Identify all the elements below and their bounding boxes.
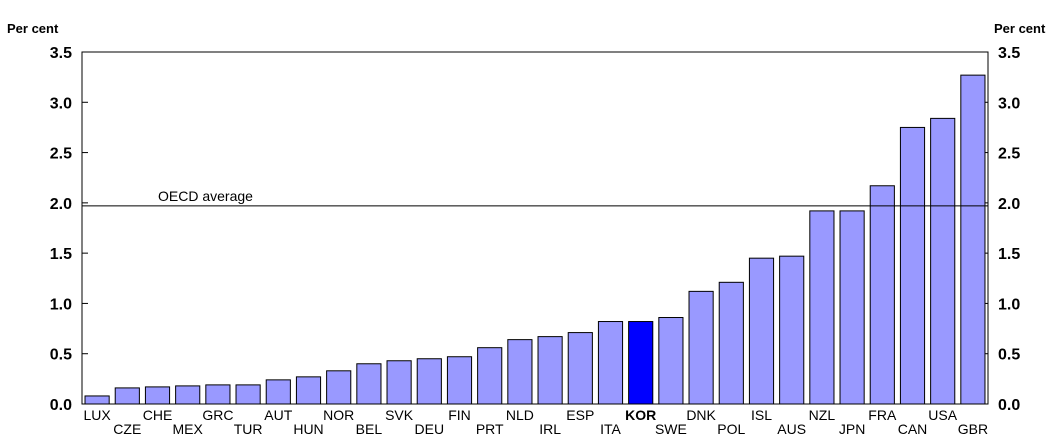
left-tick-label: 1.5 bbox=[50, 246, 72, 263]
right-tick-label: 3.0 bbox=[998, 95, 1020, 112]
bar-isl bbox=[748, 257, 775, 405]
category-label-tur: TUR bbox=[234, 421, 263, 437]
category-label-bel: BEL bbox=[356, 421, 383, 437]
bar-can bbox=[899, 126, 926, 405]
right-tick-label: 1.0 bbox=[998, 296, 1020, 313]
category-label-swe: SWE bbox=[655, 421, 687, 437]
bar-tur bbox=[235, 384, 261, 405]
category-label-deu: DEU bbox=[415, 421, 445, 437]
category-label-jpn: JPN bbox=[839, 421, 865, 437]
bar-swe bbox=[658, 317, 684, 405]
category-label-svk: SVK bbox=[385, 407, 414, 423]
bars bbox=[84, 74, 986, 405]
bar-cze bbox=[114, 387, 140, 405]
bar-hun bbox=[295, 376, 322, 405]
category-label-ita: ITA bbox=[600, 421, 621, 437]
right-tick-label: 0.0 bbox=[998, 397, 1020, 414]
category-label-pol: POL bbox=[717, 421, 745, 437]
bar-mex bbox=[175, 385, 201, 405]
category-label-usa: USA bbox=[928, 407, 957, 423]
category-label-aut: AUT bbox=[264, 407, 292, 423]
bar-gbr bbox=[960, 74, 986, 405]
bar-bel bbox=[356, 363, 382, 405]
category-label-grc: GRC bbox=[202, 407, 233, 423]
right-tick-label: 2.0 bbox=[998, 196, 1020, 213]
category-label-irl: IRL bbox=[539, 421, 561, 437]
category-label-nld: NLD bbox=[506, 407, 534, 423]
right-tick-label: 2.5 bbox=[998, 146, 1020, 163]
bar-pol bbox=[718, 281, 744, 405]
bar-lux bbox=[84, 395, 110, 405]
category-label-che: CHE bbox=[143, 407, 173, 423]
left-tick-label: 2.5 bbox=[50, 146, 72, 163]
category-label-mex: MEX bbox=[173, 421, 204, 437]
category-label-hun: HUN bbox=[293, 421, 323, 437]
bar-svk bbox=[386, 360, 412, 405]
left-tick-label: 3.5 bbox=[50, 45, 72, 62]
bar-nzl bbox=[809, 210, 835, 405]
right-tick-label: 0.5 bbox=[998, 347, 1020, 364]
right-tick-label: 3.5 bbox=[998, 45, 1020, 62]
category-label-aus: AUS bbox=[777, 421, 806, 437]
category-label-nzl: NZL bbox=[809, 407, 836, 423]
category-label-gbr: GBR bbox=[958, 421, 988, 437]
left-tick-label: 0.5 bbox=[50, 347, 72, 364]
bar-deu bbox=[416, 358, 442, 405]
category-label-esp: ESP bbox=[566, 407, 594, 423]
bar-usa bbox=[930, 117, 956, 405]
category-label-can: CAN bbox=[898, 421, 928, 437]
left-tick-label: 0.0 bbox=[50, 397, 72, 414]
category-label-fin: FIN bbox=[448, 407, 471, 423]
category-label-lux: LUX bbox=[83, 407, 111, 423]
category-label-prt: PRT bbox=[476, 421, 504, 437]
bar-nld bbox=[507, 339, 533, 405]
bar-aus bbox=[779, 255, 805, 405]
bar-aut bbox=[265, 379, 291, 405]
bar-prt bbox=[477, 347, 503, 405]
bar-nor bbox=[326, 370, 352, 405]
bar-dnk bbox=[688, 290, 714, 405]
category-label-cze: CZE bbox=[113, 421, 141, 437]
category-label-kor: KOR bbox=[625, 407, 656, 423]
bar-irl bbox=[537, 336, 563, 405]
bar-esp bbox=[567, 332, 593, 405]
category-label-isl: ISL bbox=[751, 407, 772, 423]
bar-fin bbox=[446, 356, 473, 405]
right-tick-label: 1.5 bbox=[998, 246, 1020, 263]
category-label-nor: NOR bbox=[323, 407, 354, 423]
bar-jpn bbox=[839, 210, 865, 405]
plot-area bbox=[81, 51, 989, 405]
left-tick-label: 3.0 bbox=[50, 95, 72, 112]
left-tick-label: 1.0 bbox=[50, 296, 72, 313]
bar-che bbox=[144, 386, 171, 405]
category-label-fra: FRA bbox=[868, 407, 897, 423]
bar-fra bbox=[869, 185, 895, 405]
category-label-dnk: DNK bbox=[686, 407, 716, 423]
bar-ita bbox=[597, 321, 624, 405]
left-unit-label: Per cent bbox=[7, 21, 59, 36]
bar-kor bbox=[628, 321, 654, 405]
right-unit-label: Per cent bbox=[994, 21, 1046, 36]
axis-ticks: 0.0 0.0 0.5 0.5 1.0 1.0 1.5 1.5 2.0 2.0 2.5 2.5 3.0 3… bbox=[50, 45, 1021, 414]
left-tick-label: 2.0 bbox=[50, 196, 72, 213]
oecd-average-label: OECD average bbox=[158, 188, 253, 204]
bar-grc bbox=[205, 384, 231, 405]
